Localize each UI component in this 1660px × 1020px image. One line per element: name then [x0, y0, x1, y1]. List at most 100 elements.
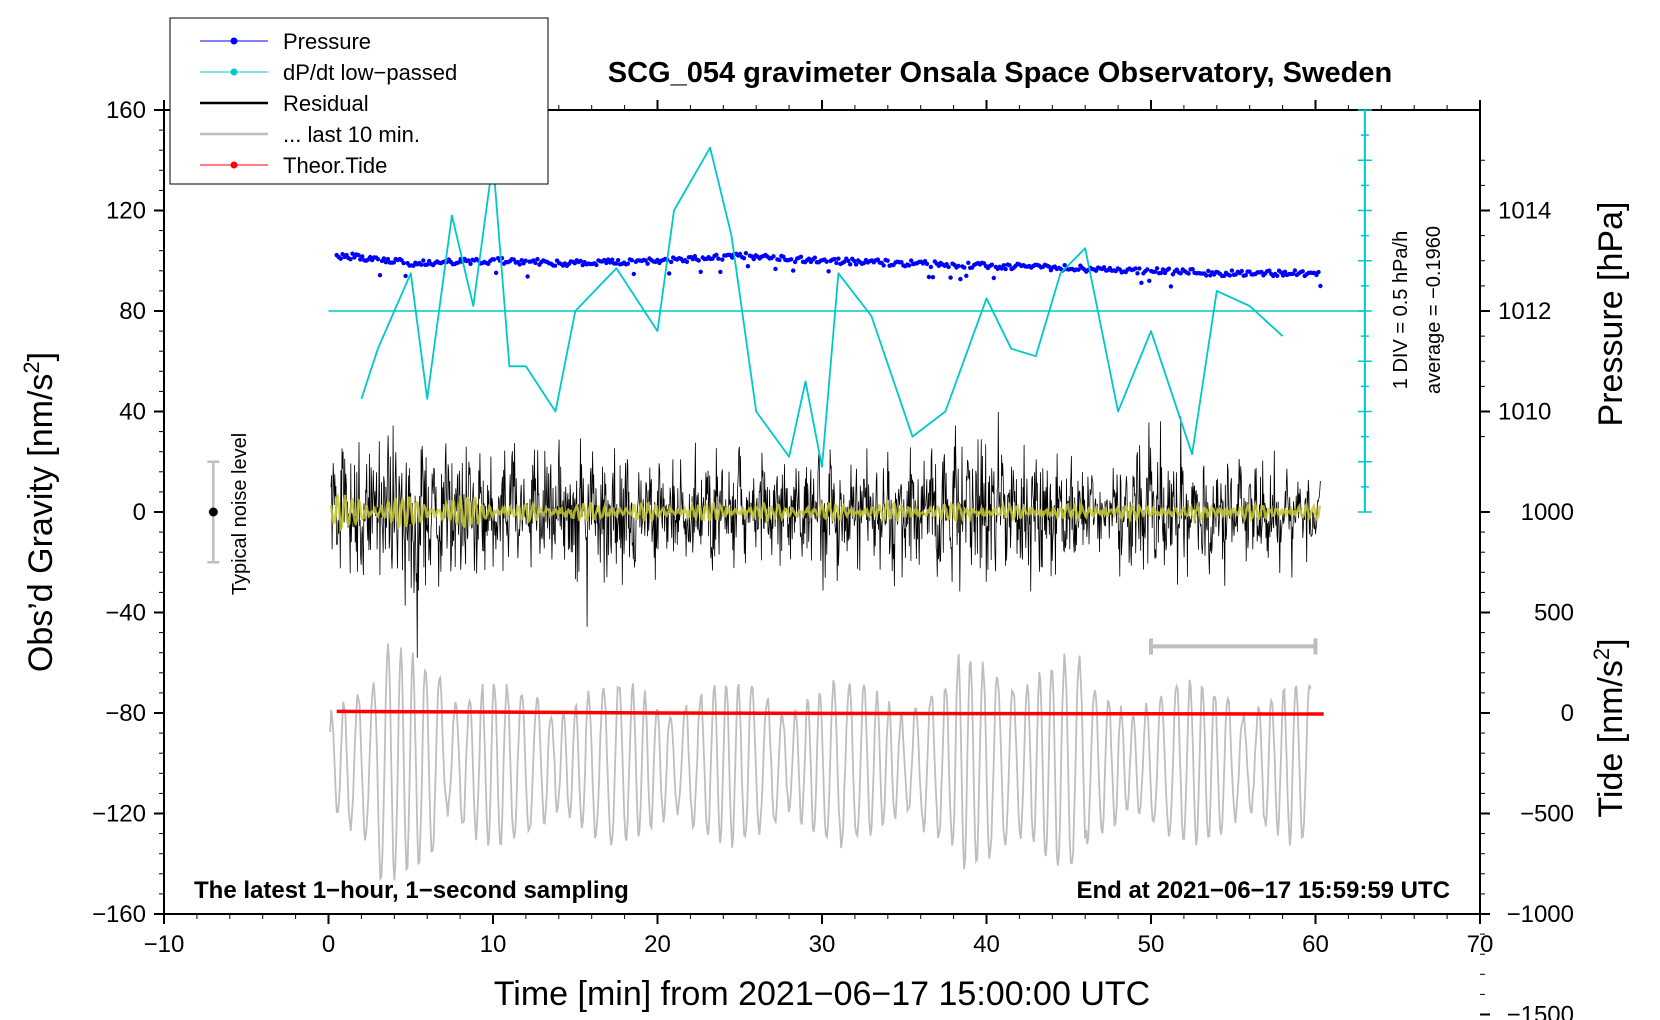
- pressure-point: [964, 273, 969, 278]
- legend-marker: [230, 161, 238, 169]
- pressure-point: [777, 257, 782, 263]
- pressure-point: [834, 260, 839, 266]
- pressure-point: [1160, 267, 1166, 272]
- pressure-point: [604, 260, 609, 266]
- pressure-point: [771, 254, 776, 259]
- y-tick-label: −120: [92, 801, 146, 828]
- legend-box: [169, 17, 549, 185]
- x-tick-label: 10: [480, 931, 507, 958]
- pressure-point: [578, 258, 583, 264]
- end-time-note: End at 2021−06−17 15:59:59 UTC: [1076, 877, 1450, 904]
- pressure-point: [403, 273, 408, 279]
- pressure-point: [466, 258, 471, 263]
- pressure-point: [533, 260, 538, 266]
- x-tick-label: −10: [144, 931, 185, 958]
- pressure-point: [956, 263, 961, 269]
- tide-series: [336, 709, 1324, 716]
- pressure-point: [1007, 263, 1012, 268]
- pressure-point: [1227, 273, 1233, 278]
- pressure-point: [824, 259, 829, 264]
- pressure-point: [1062, 263, 1067, 268]
- pressure-point: [1101, 265, 1107, 270]
- last-10-min-line: [329, 643, 1312, 881]
- pressure-point: [812, 255, 817, 260]
- noise-level-label: Typical noise level: [229, 433, 251, 595]
- pressure-point: [613, 261, 619, 266]
- pressure-point: [962, 265, 967, 270]
- pressure-point: [1153, 269, 1158, 274]
- residual-line: [330, 411, 1321, 658]
- pressure-point: [958, 276, 963, 282]
- legend-label: dP/dt low−passed: [283, 60, 457, 85]
- pressure-point: [517, 262, 522, 267]
- pressure-point: [848, 262, 853, 267]
- tide-tick-label: −1500: [1507, 1002, 1574, 1020]
- pressure-point: [1003, 266, 1008, 272]
- pressure-point: [525, 274, 530, 279]
- pressure-point: [1139, 280, 1144, 285]
- x-tick-label: 30: [809, 931, 836, 958]
- pressure-point: [523, 258, 528, 263]
- pressure-point: [1154, 266, 1160, 271]
- tide-tick-label: 1000: [1521, 499, 1574, 526]
- pressure-point: [1147, 278, 1152, 283]
- y-axis-title-pressure: Pressure [hPa]: [1592, 202, 1630, 427]
- x-axis-title: Time [min] from 2021−06−17 15:00:00 UTC: [494, 975, 1150, 1013]
- pressure-point: [1267, 268, 1272, 273]
- dpdt-line: [360, 146, 1284, 468]
- dpdt-scale-label: 1 DIV = 0.5 hPa/h: [1390, 231, 1412, 389]
- pressure-point: [773, 266, 778, 272]
- dpdt-average-label: average = −0.1960: [1423, 226, 1445, 394]
- filtered-residual-line: [329, 492, 1322, 532]
- pressure-point: [1316, 269, 1321, 275]
- pressure-point: [1168, 284, 1174, 289]
- pressure-point: [716, 256, 721, 261]
- pressure-point: [991, 275, 996, 281]
- pressure-point: [535, 257, 540, 262]
- pressure-point: [852, 258, 857, 264]
- pressure-point: [696, 258, 701, 263]
- legend-label: Residual: [283, 91, 369, 116]
- pressure-point: [909, 258, 914, 263]
- pressure-point: [419, 262, 424, 267]
- noise-center-dot: [208, 507, 218, 517]
- y-tick-label: 40: [119, 399, 146, 426]
- axis-ticks: −10 0 10 20 30 40 50 60 70 160 120 80 40 0 −40 −80 −120 −…: [92, 97, 1574, 1020]
- pressure-point: [714, 252, 719, 258]
- pressure-point: [684, 259, 690, 264]
- pressure-point: [881, 263, 886, 268]
- pressure-point: [615, 258, 621, 263]
- pressure-point: [493, 270, 499, 275]
- pressure-point: [989, 262, 995, 267]
- pressure-point: [377, 273, 383, 278]
- pressure-tick-label: 1010: [1498, 399, 1551, 426]
- tide-tick-label: −500: [1520, 801, 1574, 828]
- last-10-min-series: [329, 643, 1312, 881]
- pressure-point: [730, 255, 735, 260]
- pressure-point: [885, 258, 890, 263]
- pressure-point: [1133, 266, 1138, 271]
- pressure-point: [1145, 267, 1150, 272]
- pressure-point: [1001, 263, 1006, 268]
- pressure-point: [698, 269, 703, 274]
- y-tick-label: 160: [106, 97, 146, 124]
- pressure-point: [421, 258, 426, 263]
- pressure-point: [1290, 271, 1296, 276]
- y-tick-label: 80: [119, 298, 146, 325]
- legend-label: Pressure: [283, 29, 371, 54]
- pressure-tick-label: 1014: [1498, 198, 1551, 225]
- pressure-point: [1137, 266, 1142, 271]
- pressure-point: [552, 263, 558, 268]
- pressure-point: [751, 256, 756, 262]
- x-tick-label: 0: [322, 931, 335, 958]
- x-tick-label: 60: [1302, 931, 1329, 958]
- pressure-point: [1135, 271, 1140, 276]
- x-tick-label: 20: [644, 931, 671, 958]
- x-tick-label: 40: [973, 931, 1000, 958]
- pressure-point: [1280, 273, 1286, 278]
- pressure-point: [1292, 268, 1298, 273]
- pressure-point: [391, 260, 396, 265]
- pressure-point: [631, 271, 636, 277]
- pressure-point: [1046, 264, 1052, 269]
